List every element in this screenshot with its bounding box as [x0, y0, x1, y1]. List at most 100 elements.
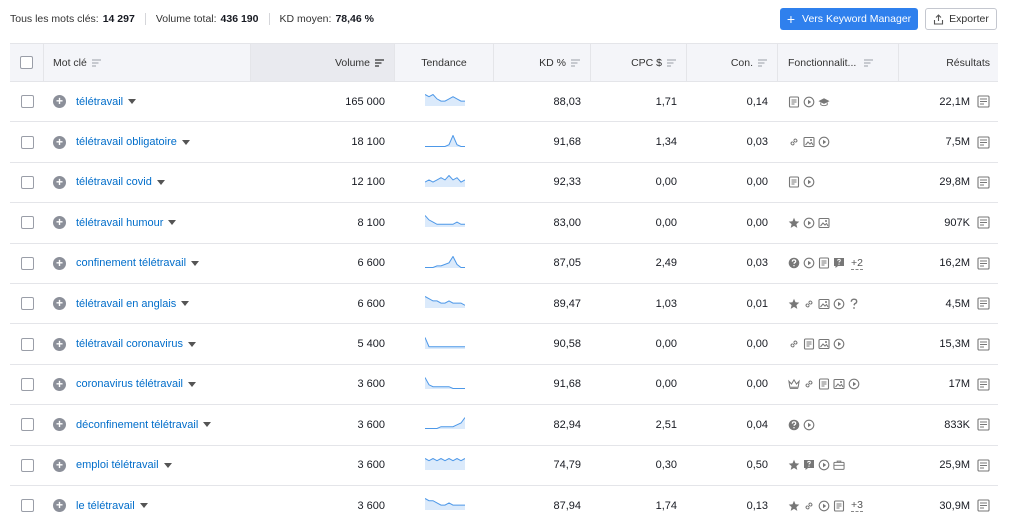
serp-icon[interactable] [977, 499, 990, 512]
serp-icon[interactable] [977, 257, 990, 270]
column-volume[interactable]: Volume [251, 44, 395, 81]
keyword-link[interactable]: confinement télétravail [76, 257, 187, 270]
row-checkbox[interactable] [20, 95, 34, 109]
cpc-value: 1,74 [655, 499, 677, 512]
add-keyword-icon[interactable]: + [53, 175, 66, 189]
serp-icon[interactable] [977, 297, 990, 310]
keyword-link[interactable]: télétravail coronavirus [76, 338, 183, 351]
results-value: 25,9M [939, 459, 970, 472]
caret-down-icon[interactable] [188, 381, 196, 387]
more-features-link[interactable]: +3 [851, 499, 863, 513]
add-keyword-icon[interactable]: + [53, 337, 66, 351]
keyword-link[interactable]: déconfinement télétravail [76, 418, 199, 431]
caret-down-icon[interactable] [156, 179, 165, 185]
competition-cell: 0,04 [687, 405, 778, 444]
cpc-value: 0,00 [655, 176, 677, 189]
keyword-cell: + télétravail obligatoire [44, 122, 251, 161]
caret-down-icon[interactable] [203, 422, 212, 428]
caret-down-icon[interactable] [181, 301, 190, 307]
row-checkbox[interactable] [20, 499, 34, 513]
column-cpc[interactable]: CPC $ [591, 44, 687, 81]
caret-down-icon[interactable] [163, 462, 172, 468]
row-checkbox[interactable] [20, 337, 34, 351]
add-keyword-icon[interactable]: + [53, 216, 66, 230]
results-value: 15,3M [939, 338, 970, 351]
keyword-link[interactable]: télétravail humour [76, 216, 164, 229]
table-row: + télétravail coronavirus 5 400 90,58 0,00 0,… [10, 324, 998, 365]
add-keyword-icon[interactable]: + [53, 297, 66, 311]
cpc-cell: 1,03 [591, 284, 687, 323]
keyword-link[interactable]: coronavirus télétravail [76, 378, 183, 391]
column-keyword[interactable]: Mot clé [44, 44, 251, 81]
kd-value: 92,33 [553, 176, 581, 189]
caret-down-icon[interactable] [168, 220, 177, 226]
competition-cell: 0,14 [687, 82, 778, 121]
keyword-link[interactable]: télétravail en anglais [76, 297, 177, 310]
kd-cell: 92,33 [494, 163, 591, 202]
add-keyword-icon[interactable]: + [53, 499, 66, 513]
row-check-cell [10, 163, 44, 202]
export-button[interactable]: Exporter [925, 8, 997, 30]
row-check-cell [10, 122, 44, 161]
add-keyword-icon[interactable]: + [53, 135, 66, 149]
caret-down-icon[interactable] [188, 341, 196, 347]
trend-sparkline [424, 336, 465, 352]
competition-value: 0,03 [746, 136, 768, 149]
table-row: + confinement télétravail 6 600 87,05 2,49 0,… [10, 244, 998, 284]
column-features[interactable]: Fonctionnalit... [778, 44, 899, 81]
row-checkbox[interactable] [20, 458, 34, 472]
serp-features: +3 [788, 499, 863, 513]
caret-down-icon[interactable] [128, 99, 137, 105]
trend-cell [395, 405, 494, 444]
caret-down-icon[interactable] [181, 139, 190, 145]
video-icon [803, 257, 815, 269]
features-cell [778, 365, 899, 404]
column-competition[interactable]: Con. [687, 44, 778, 81]
serp-icon[interactable] [977, 337, 990, 351]
keyword-manager-button[interactable]: + Vers Keyword Manager [780, 8, 918, 30]
competition-cell: 0,01 [687, 284, 778, 323]
kd-value: 87,05 [553, 257, 581, 270]
serp-icon[interactable] [977, 459, 990, 472]
keyword-link[interactable]: télétravail [76, 95, 124, 108]
link-icon [803, 500, 815, 512]
column-results[interactable]: Résultats [899, 44, 998, 81]
add-keyword-icon[interactable]: + [53, 458, 66, 472]
select-all-checkbox[interactable] [20, 56, 33, 69]
serp-icon[interactable] [977, 418, 990, 431]
serp-icon[interactable] [977, 136, 990, 149]
question-mark-icon [848, 298, 860, 310]
table-header: Mot clé Volume Tendance KD % CPC $ Con. … [10, 43, 998, 82]
row-checkbox[interactable] [20, 216, 34, 230]
plus-icon: + [786, 11, 796, 27]
row-checkbox[interactable] [20, 418, 34, 432]
volume-value: 6 600 [357, 297, 385, 310]
keyword-link[interactable]: emploi télétravail [76, 459, 159, 472]
table-row: + le télétravail 3 600 87,94 1,74 0,13 +3 30,9M [10, 486, 998, 522]
serp-features [788, 176, 815, 189]
add-keyword-icon[interactable]: + [53, 256, 66, 270]
add-keyword-icon[interactable]: + [53, 418, 66, 432]
keyword-link[interactable]: télétravail obligatoire [76, 136, 177, 149]
caret-down-icon[interactable] [191, 260, 200, 266]
results-value: 7,5M [945, 136, 970, 149]
row-checkbox[interactable] [20, 256, 34, 270]
keyword-link[interactable]: télétravail covid [76, 176, 152, 189]
more-features-link[interactable]: +2 [851, 256, 863, 270]
row-checkbox[interactable] [20, 297, 34, 311]
keyword-link[interactable]: le télétravail [76, 499, 135, 512]
row-checkbox[interactable] [20, 377, 34, 391]
serp-icon[interactable] [977, 176, 990, 189]
serp-icon[interactable] [977, 95, 990, 108]
column-features-label: Fonctionnalit... [788, 56, 857, 69]
row-checkbox[interactable] [20, 135, 34, 149]
column-kd[interactable]: KD % [494, 44, 591, 81]
serp-icon[interactable] [977, 378, 990, 391]
caret-down-icon[interactable] [139, 503, 148, 509]
add-keyword-icon[interactable]: + [53, 377, 66, 391]
star-icon [788, 298, 800, 310]
row-checkbox[interactable] [20, 175, 34, 189]
add-keyword-icon[interactable]: + [53, 95, 66, 109]
kd-value: 88,03 [553, 95, 581, 108]
serp-icon[interactable] [977, 216, 990, 229]
